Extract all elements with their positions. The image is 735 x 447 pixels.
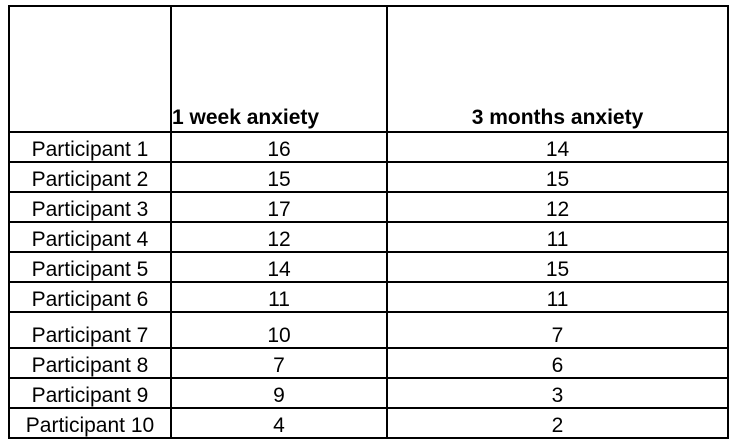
table-row: Participant 10 4 2 [8,407,729,439]
week1-value-cell[interactable]: 7 [170,347,388,379]
months3-value-cell[interactable]: 11 [386,221,729,253]
table-row: Participant 2 15 15 [8,161,729,193]
table-row: Participant 6 11 11 [8,281,729,313]
participant-label-cell[interactable]: Participant 3 [8,191,172,223]
header-cell-corner[interactable] [8,5,172,133]
week1-value-cell[interactable]: 14 [170,251,388,283]
week1-value-cell[interactable]: 12 [170,221,388,253]
table-row: Participant 4 12 11 [8,221,729,253]
header-cell-3-months-anxiety[interactable]: 3 months anxiety [386,5,729,133]
table-row: Participant 5 14 15 [8,251,729,283]
header-row: 1 week anxiety 3 months anxiety [8,5,729,133]
table-row: Participant 3 17 12 [8,191,729,223]
participant-label-cell[interactable]: Participant 9 [8,377,172,409]
participant-label-cell[interactable]: Participant 1 [8,131,172,163]
months3-value-cell[interactable]: 11 [386,281,729,313]
participant-label-cell[interactable]: Participant 8 [8,347,172,379]
months3-value-cell[interactable]: 14 [386,131,729,163]
week1-value-cell[interactable]: 11 [170,281,388,313]
months3-value-cell[interactable]: 12 [386,191,729,223]
months3-value-cell[interactable]: 2 [386,407,729,439]
week1-value-cell[interactable]: 10 [170,311,388,349]
week1-value-cell[interactable]: 15 [170,161,388,193]
table-row: Participant 9 9 3 [8,377,729,409]
participant-label-cell[interactable]: Participant 10 [8,407,172,439]
week1-value-cell[interactable]: 17 [170,191,388,223]
months3-value-cell[interactable]: 6 [386,347,729,379]
participant-label-cell[interactable]: Participant 6 [8,281,172,313]
months3-value-cell[interactable]: 3 [386,377,729,409]
anxiety-table: 1 week anxiety 3 months anxiety Particip… [8,5,729,439]
table-row: Participant 7 10 7 [8,311,729,349]
table-row: Participant 8 7 6 [8,347,729,379]
participant-label-cell[interactable]: Participant 4 [8,221,172,253]
week1-value-cell[interactable]: 9 [170,377,388,409]
week1-value-cell[interactable]: 4 [170,407,388,439]
participant-label-cell[interactable]: Participant 7 [8,311,172,349]
participant-label-cell[interactable]: Participant 5 [8,251,172,283]
table-row: Participant 1 16 14 [8,131,729,163]
header-cell-1-week-anxiety[interactable]: 1 week anxiety [170,5,388,133]
months3-value-cell[interactable]: 15 [386,161,729,193]
week1-value-cell[interactable]: 16 [170,131,388,163]
months3-value-cell[interactable]: 15 [386,251,729,283]
months3-value-cell[interactable]: 7 [386,311,729,349]
participant-label-cell[interactable]: Participant 2 [8,161,172,193]
